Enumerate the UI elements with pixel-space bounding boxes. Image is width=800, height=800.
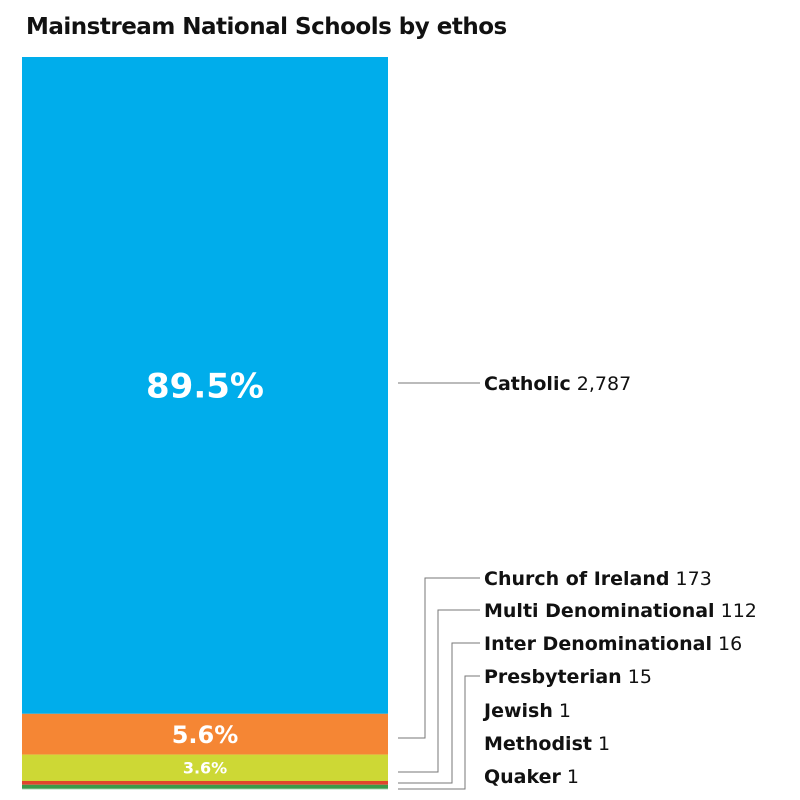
category-value: 1 xyxy=(561,766,579,788)
leader-line xyxy=(398,675,480,790)
percent-label: 3.6% xyxy=(183,759,227,778)
category-value: 173 xyxy=(670,568,712,590)
category-value: 2,787 xyxy=(571,373,631,395)
category-value: 15 xyxy=(622,666,652,688)
percent-label: 89.5% xyxy=(146,367,264,407)
percent-label: 5.6% xyxy=(172,721,239,749)
bar-segment-multi-denominational xyxy=(22,754,388,781)
leader-line xyxy=(398,642,480,784)
category-value: 1 xyxy=(553,700,571,722)
legend-label: Multi Denominational 112 xyxy=(484,600,757,622)
legend-label: Quaker 1 xyxy=(484,766,579,788)
category-value: 16 xyxy=(712,633,742,655)
legend-label: Methodist 1 xyxy=(484,733,610,755)
category-name: Quaker xyxy=(484,766,562,788)
legend-label: Church of Ireland 173 xyxy=(484,568,712,590)
category-value: 1 xyxy=(592,733,610,755)
chart-title: Mainstream National Schools by ethos xyxy=(26,14,507,40)
bar-segment-catholic xyxy=(22,57,388,714)
category-name: Methodist xyxy=(484,733,592,755)
leader-line xyxy=(398,609,480,773)
bar-segment-presbyterian xyxy=(22,784,388,789)
legend-label: Jewish 1 xyxy=(482,700,571,722)
category-name: Catholic xyxy=(484,373,571,395)
bar-segment-inter-denominational xyxy=(22,780,388,785)
legend-label: Inter Denominational 16 xyxy=(484,633,742,655)
legend-label: Catholic 2,787 xyxy=(484,373,631,395)
category-name: Inter Denominational xyxy=(484,633,712,655)
legend-label: Presbyterian 15 xyxy=(484,666,652,688)
category-value: 112 xyxy=(715,600,757,622)
bar-segment-church-of-ireland xyxy=(22,713,388,755)
category-name: Presbyterian xyxy=(484,666,622,688)
category-name: Jewish xyxy=(482,700,553,722)
category-name: Church of Ireland xyxy=(484,568,670,590)
category-name: Multi Denominational xyxy=(484,600,715,622)
leader-line xyxy=(398,577,480,739)
